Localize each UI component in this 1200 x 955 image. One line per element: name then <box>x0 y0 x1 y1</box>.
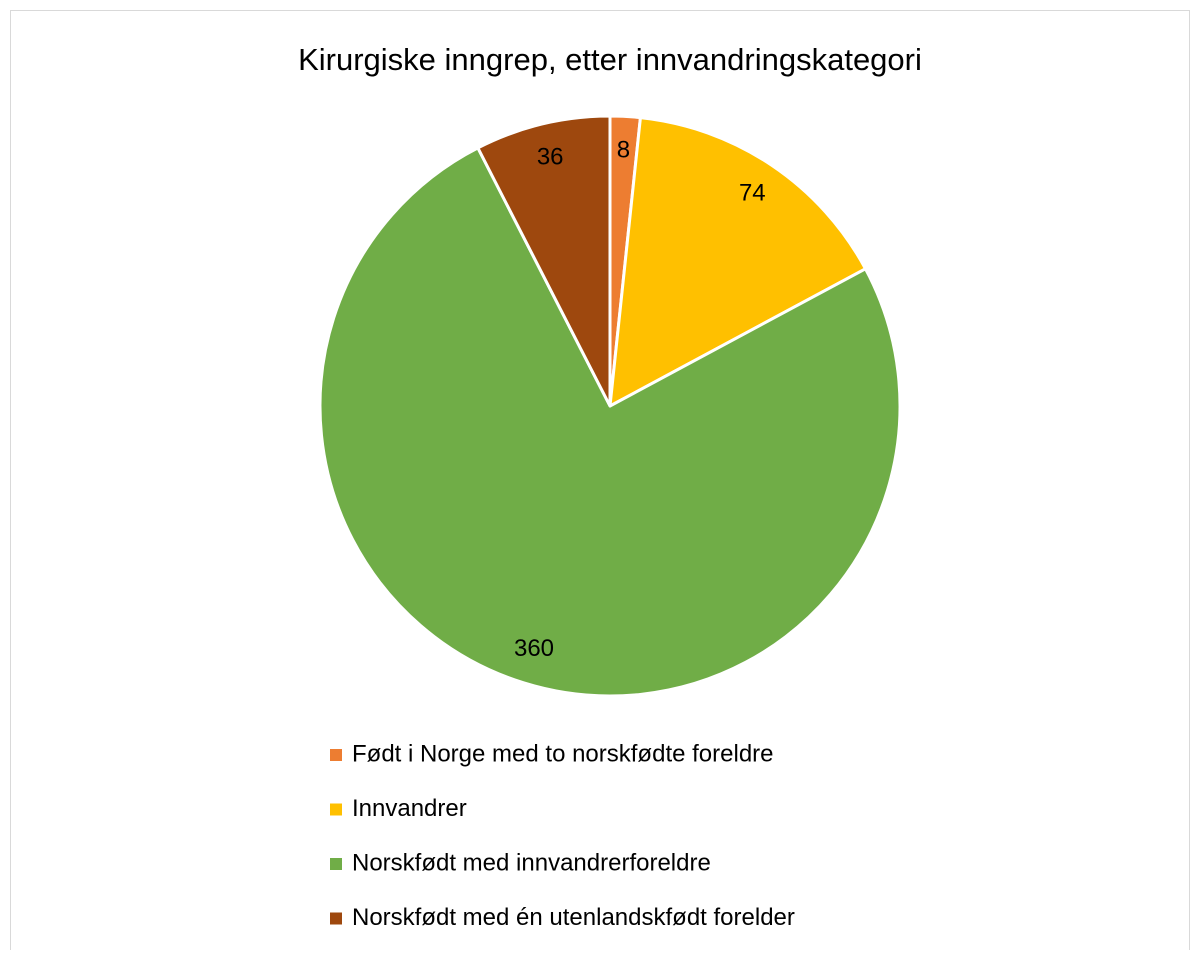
pie-slice <box>476 114 612 408</box>
legend-label: Norskfødt med én utenlandskfødt forelder <box>352 904 795 931</box>
chart-title: Kirurgiske inngrep, etter innvandringska… <box>298 42 922 77</box>
legend-swatch <box>330 858 342 870</box>
legend-label: Norskfødt med innvandrerforeldre <box>352 849 711 876</box>
legend-swatch <box>330 912 342 925</box>
legend-label: Innvandrer <box>352 795 467 822</box>
pie-slice <box>608 116 867 408</box>
legend-swatch <box>330 803 342 816</box>
legend-swatch <box>330 749 342 761</box>
data-label: 36 <box>537 143 564 170</box>
data-label: 8 <box>617 136 630 163</box>
data-label: 360 <box>514 635 554 662</box>
pie-slice <box>318 146 902 698</box>
legend-label: Født i Norge med to norskfødte foreldre <box>352 740 774 767</box>
data-label: 74 <box>739 180 766 207</box>
